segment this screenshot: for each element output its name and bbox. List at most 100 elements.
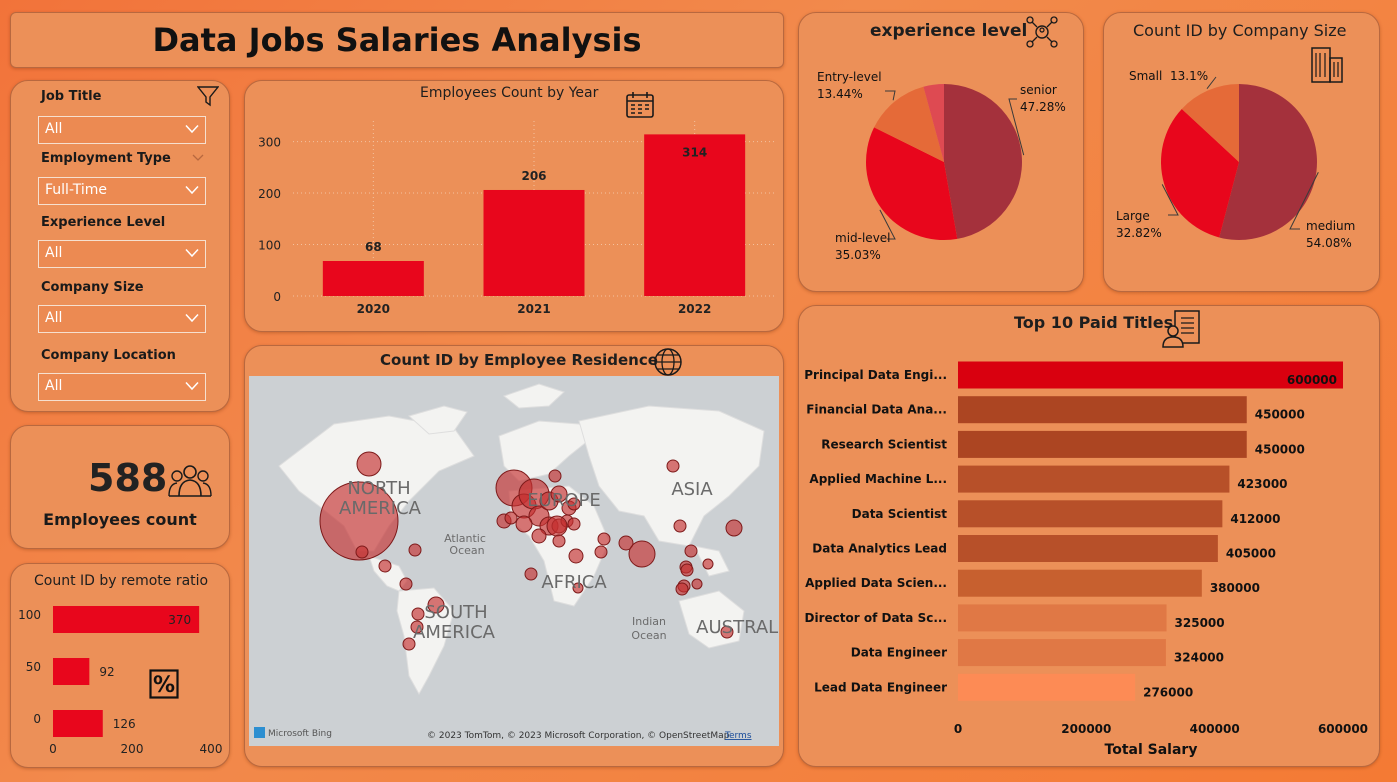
company-size-chart: medium 54.08% Large 32.82% Small 13.1% xyxy=(1116,69,1355,250)
bar xyxy=(958,535,1218,562)
map-bubble xyxy=(411,607,425,621)
network-icon xyxy=(1026,16,1058,48)
residence-map-card: Count ID by Employee Residence NORTH AMER… xyxy=(244,345,784,767)
y-tick-label: Applied Machine L... xyxy=(809,472,947,486)
building-icon xyxy=(1311,47,1343,83)
ocean-label: Indian xyxy=(632,615,666,628)
bing-logo xyxy=(254,727,265,738)
y-tick-label: 100 xyxy=(18,608,41,622)
landmass xyxy=(502,383,565,409)
filter-dropdown[interactable]: All xyxy=(38,373,206,401)
slice-label: mid-level xyxy=(835,231,891,245)
map-bubble xyxy=(680,563,694,577)
data-label: 68 xyxy=(365,240,382,254)
y-tick-label: Data Scientist xyxy=(852,507,948,521)
filter-dropdown[interactable]: Full-Time xyxy=(38,177,206,205)
x-tick-label: 400000 xyxy=(1190,722,1240,736)
bar xyxy=(53,710,103,737)
leader-line xyxy=(1008,98,1025,156)
leader-line xyxy=(885,90,896,101)
y-tick-label: Data Engineer xyxy=(851,646,947,660)
filter-label: Company Location xyxy=(41,348,176,363)
filter-dropdown[interactable]: All xyxy=(38,240,206,268)
y-tick-label: Director of Data Sc... xyxy=(805,611,947,625)
continent-label: AMERICA xyxy=(339,498,422,519)
map-bubble xyxy=(319,481,399,561)
y-tick-label: 50 xyxy=(26,660,41,674)
data-label: 450000 xyxy=(1255,442,1305,456)
map-bubble xyxy=(594,545,608,559)
x-tick-label: 2020 xyxy=(357,302,390,316)
data-label: 92 xyxy=(99,665,114,679)
filter-label: Job Title xyxy=(41,89,102,104)
slice-label: Small xyxy=(1129,69,1162,83)
calendar-icon xyxy=(626,92,654,118)
data-label: 126 xyxy=(113,717,136,731)
map-bubble xyxy=(684,544,698,558)
y-tick-label: 100 xyxy=(258,239,281,253)
slice-label: Entry-level xyxy=(817,70,882,84)
continent-label: AUSTRALIA xyxy=(696,617,779,638)
bar xyxy=(958,430,1247,458)
experience-level-chart: senior 47.28% mid-level 35.03% Entry-level 13… xyxy=(817,70,1066,262)
data-label: 380000 xyxy=(1210,581,1260,595)
remote-ratio-chart: 100 370 50 92 0 126 0 200 400 xyxy=(18,606,223,756)
filter-value: All xyxy=(45,245,63,261)
map-bubble xyxy=(378,559,392,573)
bar xyxy=(958,673,1136,701)
chevron-down-icon xyxy=(185,248,199,258)
slice-percent: 35.03% xyxy=(835,248,881,262)
chevron-down-icon xyxy=(185,381,199,391)
map-provider: Microsoft Bing xyxy=(268,729,332,739)
x-tick-label: 400 xyxy=(200,742,223,756)
pie-slice xyxy=(866,127,958,240)
bar xyxy=(644,134,746,296)
pie-slice xyxy=(1161,108,1239,238)
filter-value: All xyxy=(45,378,63,394)
landmass xyxy=(578,405,765,547)
chevron-down-icon xyxy=(185,124,199,134)
chart-title: experience level xyxy=(870,21,1028,41)
slice-label: Large xyxy=(1116,209,1150,223)
filter-label: Company Size xyxy=(41,280,144,295)
globe-icon xyxy=(654,348,682,376)
filter-value: Full-Time xyxy=(45,182,107,198)
ocean-label: Atlantic xyxy=(444,532,486,545)
map-bubble xyxy=(628,540,656,568)
map-bubble xyxy=(725,519,743,537)
top-paid-titles-chart: Principal Data Engi... 600000 Financial Da… xyxy=(804,361,1368,758)
bar xyxy=(322,261,424,296)
slice-percent: 13.44% xyxy=(817,87,863,101)
map-bubble xyxy=(531,528,547,544)
filter-dropdown[interactable]: All xyxy=(38,116,206,144)
slice-percent: 54.08% xyxy=(1306,236,1352,250)
slice-percent: 32.82% xyxy=(1116,226,1162,240)
map-bubble xyxy=(402,637,416,651)
chevron-down-icon[interactable] xyxy=(191,153,205,163)
bar xyxy=(483,189,585,296)
landmass xyxy=(407,405,468,435)
map-bubble xyxy=(355,545,369,559)
continent-label: AFRICA xyxy=(541,572,607,593)
bar xyxy=(958,361,1343,389)
data-label: 206 xyxy=(521,169,546,183)
y-tick-label: Lead Data Engineer xyxy=(814,680,947,694)
data-label: 405000 xyxy=(1226,547,1276,561)
x-tick-label: 200000 xyxy=(1061,722,1111,736)
y-tick-label: 0 xyxy=(33,712,41,726)
employees-count-card: 588 Employees count xyxy=(10,425,230,549)
slice-label: medium xyxy=(1306,219,1355,233)
filter-icon[interactable] xyxy=(197,85,219,107)
bar xyxy=(958,639,1166,667)
filter-dropdown[interactable]: All xyxy=(38,305,206,333)
people-icon xyxy=(168,465,212,497)
map-bubble xyxy=(702,558,714,570)
map-bubble xyxy=(399,577,413,591)
data-label: 370 xyxy=(168,613,191,627)
continent-label: NORTH xyxy=(347,478,410,499)
chevron-down-icon xyxy=(185,185,199,195)
map-terms-link[interactable]: Terms xyxy=(724,731,752,741)
filter-label: Experience Level xyxy=(41,215,166,230)
chart-title: Top 10 Paid Titles xyxy=(1014,313,1174,332)
